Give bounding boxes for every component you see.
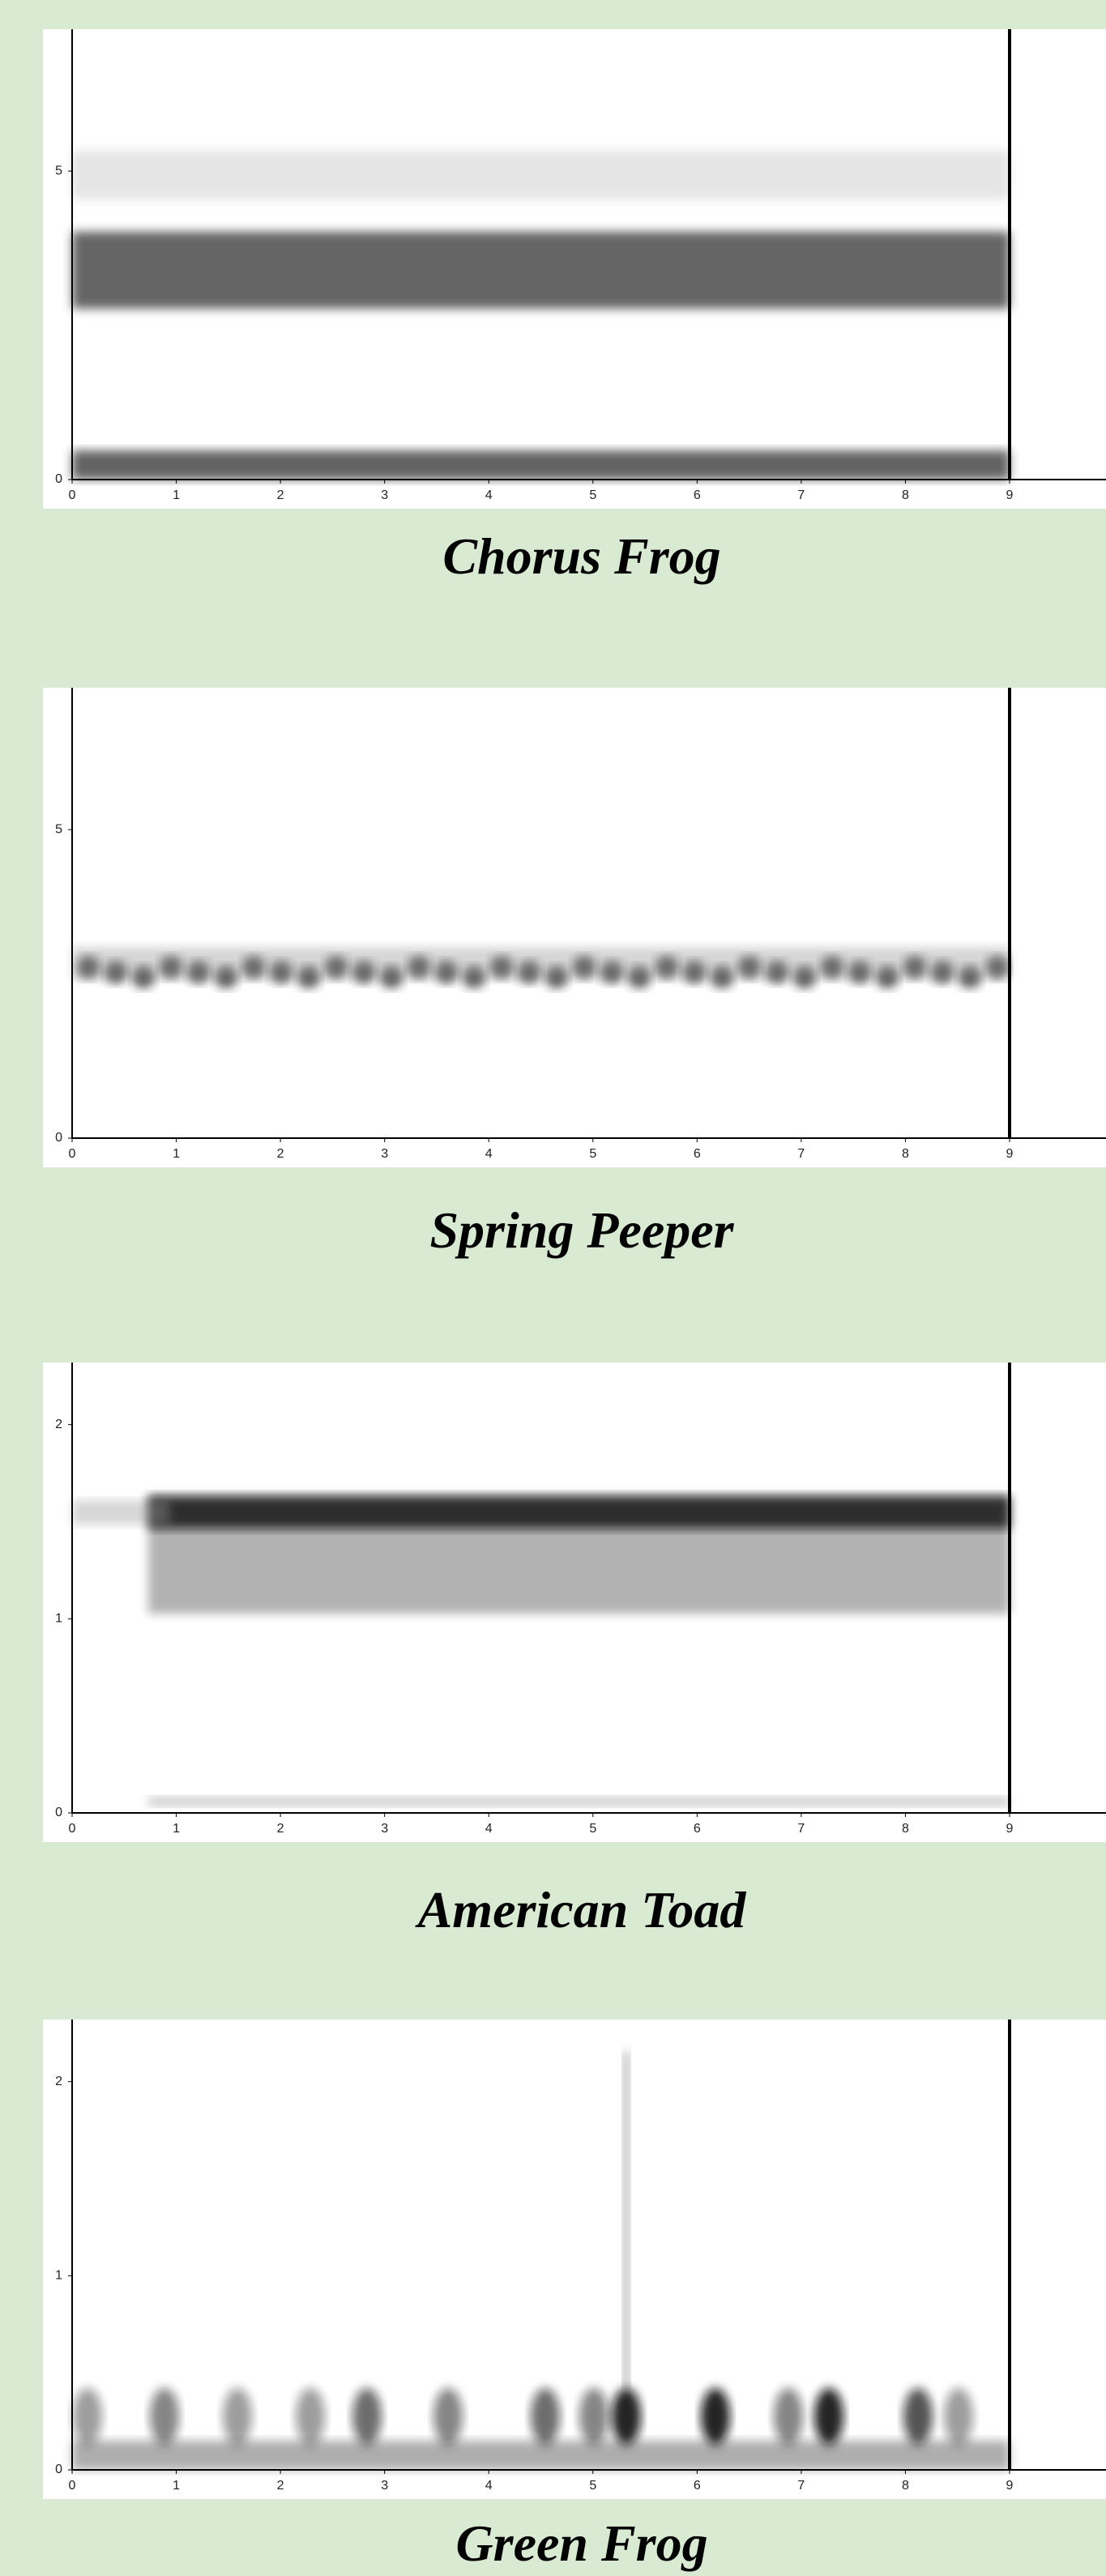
x-tick-label: 2	[277, 488, 284, 502]
x-tick-label: 6	[694, 2479, 701, 2493]
y-tick-label: 5	[55, 164, 62, 177]
spectro-band	[72, 151, 1010, 199]
spectro-band	[72, 947, 1010, 979]
x-tick-label: 7	[797, 488, 805, 502]
x-tick-label: 9	[1006, 1147, 1014, 1161]
x-tick-label: 4	[485, 2479, 493, 2493]
spectro-band	[72, 2441, 1010, 2470]
x-tick-label: 6	[694, 488, 701, 502]
y-tick-label: 0	[55, 2463, 62, 2476]
spectro-blob	[774, 2388, 803, 2445]
spectro-blob	[73, 2388, 102, 2445]
x-tick-label: 2	[277, 1147, 284, 1161]
x-tick-label: 7	[797, 1822, 805, 1836]
spectro-blob	[612, 2388, 641, 2445]
x-tick-label: 5	[589, 1822, 596, 1836]
spectro-blob	[903, 2388, 933, 2445]
x-tick-label: 9	[1006, 2479, 1014, 2493]
y-tick-label: 1	[55, 1612, 62, 1626]
x-tick-label: 1	[173, 1822, 180, 1836]
x-tick-label: 1	[173, 488, 180, 502]
spectro-blob	[352, 2388, 382, 2445]
spectro-band	[148, 1797, 1010, 1806]
spectrogram-image	[72, 947, 1010, 988]
page: 0 1 2 3 4 5 6 7 8 9 0 5 Chorus Frog 0 1 2 3 4 5 6 7 8 9 0 5 Sprin…	[0, 0, 1106, 2569]
x-tick-label: 9	[1006, 488, 1014, 502]
spectro-streak	[623, 2052, 630, 2392]
spectrogram-image	[72, 1496, 1010, 1806]
spectro-blob	[150, 2388, 179, 2445]
spectrogram: 0 1 2 3 4 5 6 7 8 9 0 1 2	[43, 1363, 1106, 1842]
x-tick-label: 3	[381, 2479, 388, 2493]
x-tick-label: 2	[277, 1822, 284, 1836]
y-tick-label: 2	[55, 1418, 62, 1431]
x-tick-label: 4	[485, 1822, 493, 1836]
spectro-blob	[814, 2388, 843, 2445]
x-tick-label: 8	[902, 488, 909, 502]
spectrogram-image	[72, 2052, 1010, 2470]
spectro-blob	[701, 2388, 730, 2445]
caption: Chorus Frog	[0, 524, 1106, 589]
spectrogram: 0 1 2 3 4 5 6 7 8 9 0 5	[43, 29, 1106, 509]
x-tick-label: 0	[69, 1822, 76, 1836]
x-tick-label: 4	[485, 488, 493, 502]
spectrogram: 0 1 2 3 4 5 6 7 8 9 0 5	[43, 688, 1106, 1167]
spectrogram: 0 1 2 3 4 5 6 7 8 9 0 1 2	[43, 2019, 1106, 2499]
x-tick-label: 9	[1006, 1822, 1014, 1836]
x-tick-label: 7	[797, 2479, 805, 2493]
y-tick-label: 2	[55, 2075, 62, 2088]
caption: Green Frog	[0, 2511, 1106, 2576]
spectro-band	[148, 1496, 1010, 1529]
x-tick-label: 1	[173, 1147, 180, 1161]
caption: Spring Peeper	[0, 1198, 1106, 1263]
y-tick-label: 0	[55, 472, 62, 486]
y-tick-label: 0	[55, 1131, 62, 1145]
spectro-band	[72, 1500, 169, 1525]
spectro-blob	[433, 2388, 463, 2445]
x-tick-label: 5	[589, 2479, 596, 2493]
y-tick-label: 5	[55, 822, 62, 836]
spectro-blob	[296, 2388, 325, 2445]
x-tick-label: 2	[277, 2479, 284, 2493]
spectro-blob	[944, 2388, 973, 2445]
x-tick-label: 4	[485, 1147, 493, 1161]
y-tick-label: 0	[55, 1806, 62, 1819]
x-tick-label: 7	[797, 1147, 805, 1161]
x-tick-label: 6	[694, 1822, 701, 1836]
x-tick-label: 8	[902, 2479, 909, 2493]
x-tick-label: 8	[902, 1822, 909, 1836]
x-tick-label: 5	[589, 1147, 596, 1161]
x-tick-label: 6	[694, 1147, 701, 1161]
spectro-band	[72, 450, 1010, 480]
x-tick-label: 3	[381, 488, 388, 502]
x-tick-label: 0	[69, 2479, 76, 2493]
x-tick-label: 0	[69, 488, 76, 502]
spectro-blob	[223, 2388, 252, 2445]
spectrogram-image	[72, 151, 1010, 480]
spectro-band	[72, 232, 1010, 309]
x-tick-label: 5	[589, 488, 596, 502]
x-tick-label: 3	[381, 1147, 388, 1161]
spectro-blob	[579, 2388, 609, 2445]
caption: American Toad	[0, 1878, 1106, 1943]
x-tick-label: 1	[173, 2479, 180, 2493]
y-tick-label: 1	[55, 2269, 62, 2283]
x-tick-label: 8	[902, 1147, 909, 1161]
x-tick-label: 0	[69, 1147, 76, 1161]
spectro-blob	[531, 2388, 560, 2445]
x-tick-label: 3	[381, 1822, 388, 1836]
